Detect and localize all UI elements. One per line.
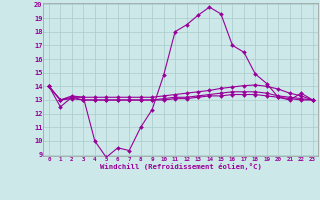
X-axis label: Windchill (Refroidissement éolien,°C): Windchill (Refroidissement éolien,°C) <box>100 163 262 170</box>
